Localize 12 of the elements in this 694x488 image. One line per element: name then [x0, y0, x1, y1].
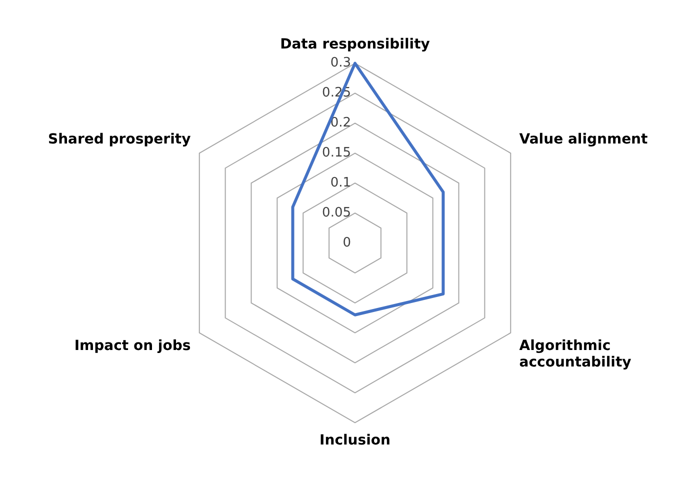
y-tick-label: 0.2 — [330, 116, 351, 131]
y-tick-label: 0.05 — [322, 205, 351, 220]
spoke-label: Impact on jobs — [74, 338, 191, 354]
spoke-label: Data responsibility — [280, 36, 430, 53]
y-tick-label: 0.1 — [330, 175, 351, 190]
y-tick-label: 0.3 — [330, 56, 351, 71]
y-tick-label: 0 — [342, 235, 351, 250]
spoke-label: Shared prosperity — [48, 131, 191, 148]
spoke-label: Algorithmic accountability — [519, 338, 632, 371]
spoke-label: Value alignment — [519, 131, 648, 148]
spoke-label: Inclusion — [320, 432, 390, 449]
y-tick-label: 0.15 — [322, 146, 351, 161]
